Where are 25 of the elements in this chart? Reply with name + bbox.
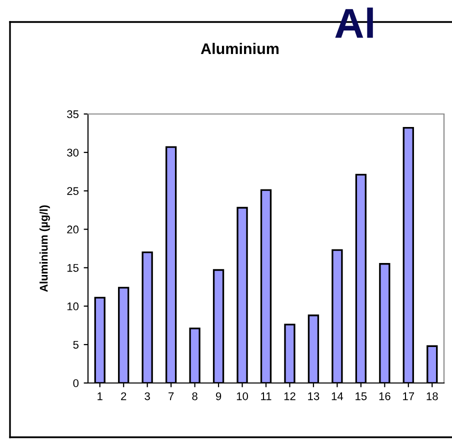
x-tick-label: 13 [308,392,320,400]
x-tick-label: 12 [284,392,296,400]
x-tick-label: 3 [144,392,150,400]
y-tick-label: 30 [67,148,79,157]
x-tick-label: 17 [403,392,414,400]
y-tick-label: 15 [67,264,79,272]
y-axis-title: Aluminium (µg/l) [40,205,50,292]
y-tick-label: 5 [73,340,79,349]
y-tick-label: 0 [73,379,79,388]
x-tick-label: 18 [426,392,438,400]
y-tick-label: 25 [67,187,79,195]
y-tick-label: 35 [67,110,79,118]
chart-title: Aluminium [200,42,279,54]
x-tick-label: 16 [379,392,390,400]
x-tick-label: 7 [168,392,174,400]
x-tick-label: 2 [121,392,126,400]
x-tick-label: 15 [356,392,367,400]
y-tick-label: 10 [67,302,79,310]
x-tick-label: 14 [332,392,344,400]
x-tick-label: 10 [236,392,248,400]
x-tick-label: 8 [192,392,198,400]
x-tick-label: 9 [216,392,222,400]
x-tick-label: 1 [98,392,102,400]
x-tick-label: 11 [261,392,272,400]
y-tick-label: 20 [67,226,79,234]
